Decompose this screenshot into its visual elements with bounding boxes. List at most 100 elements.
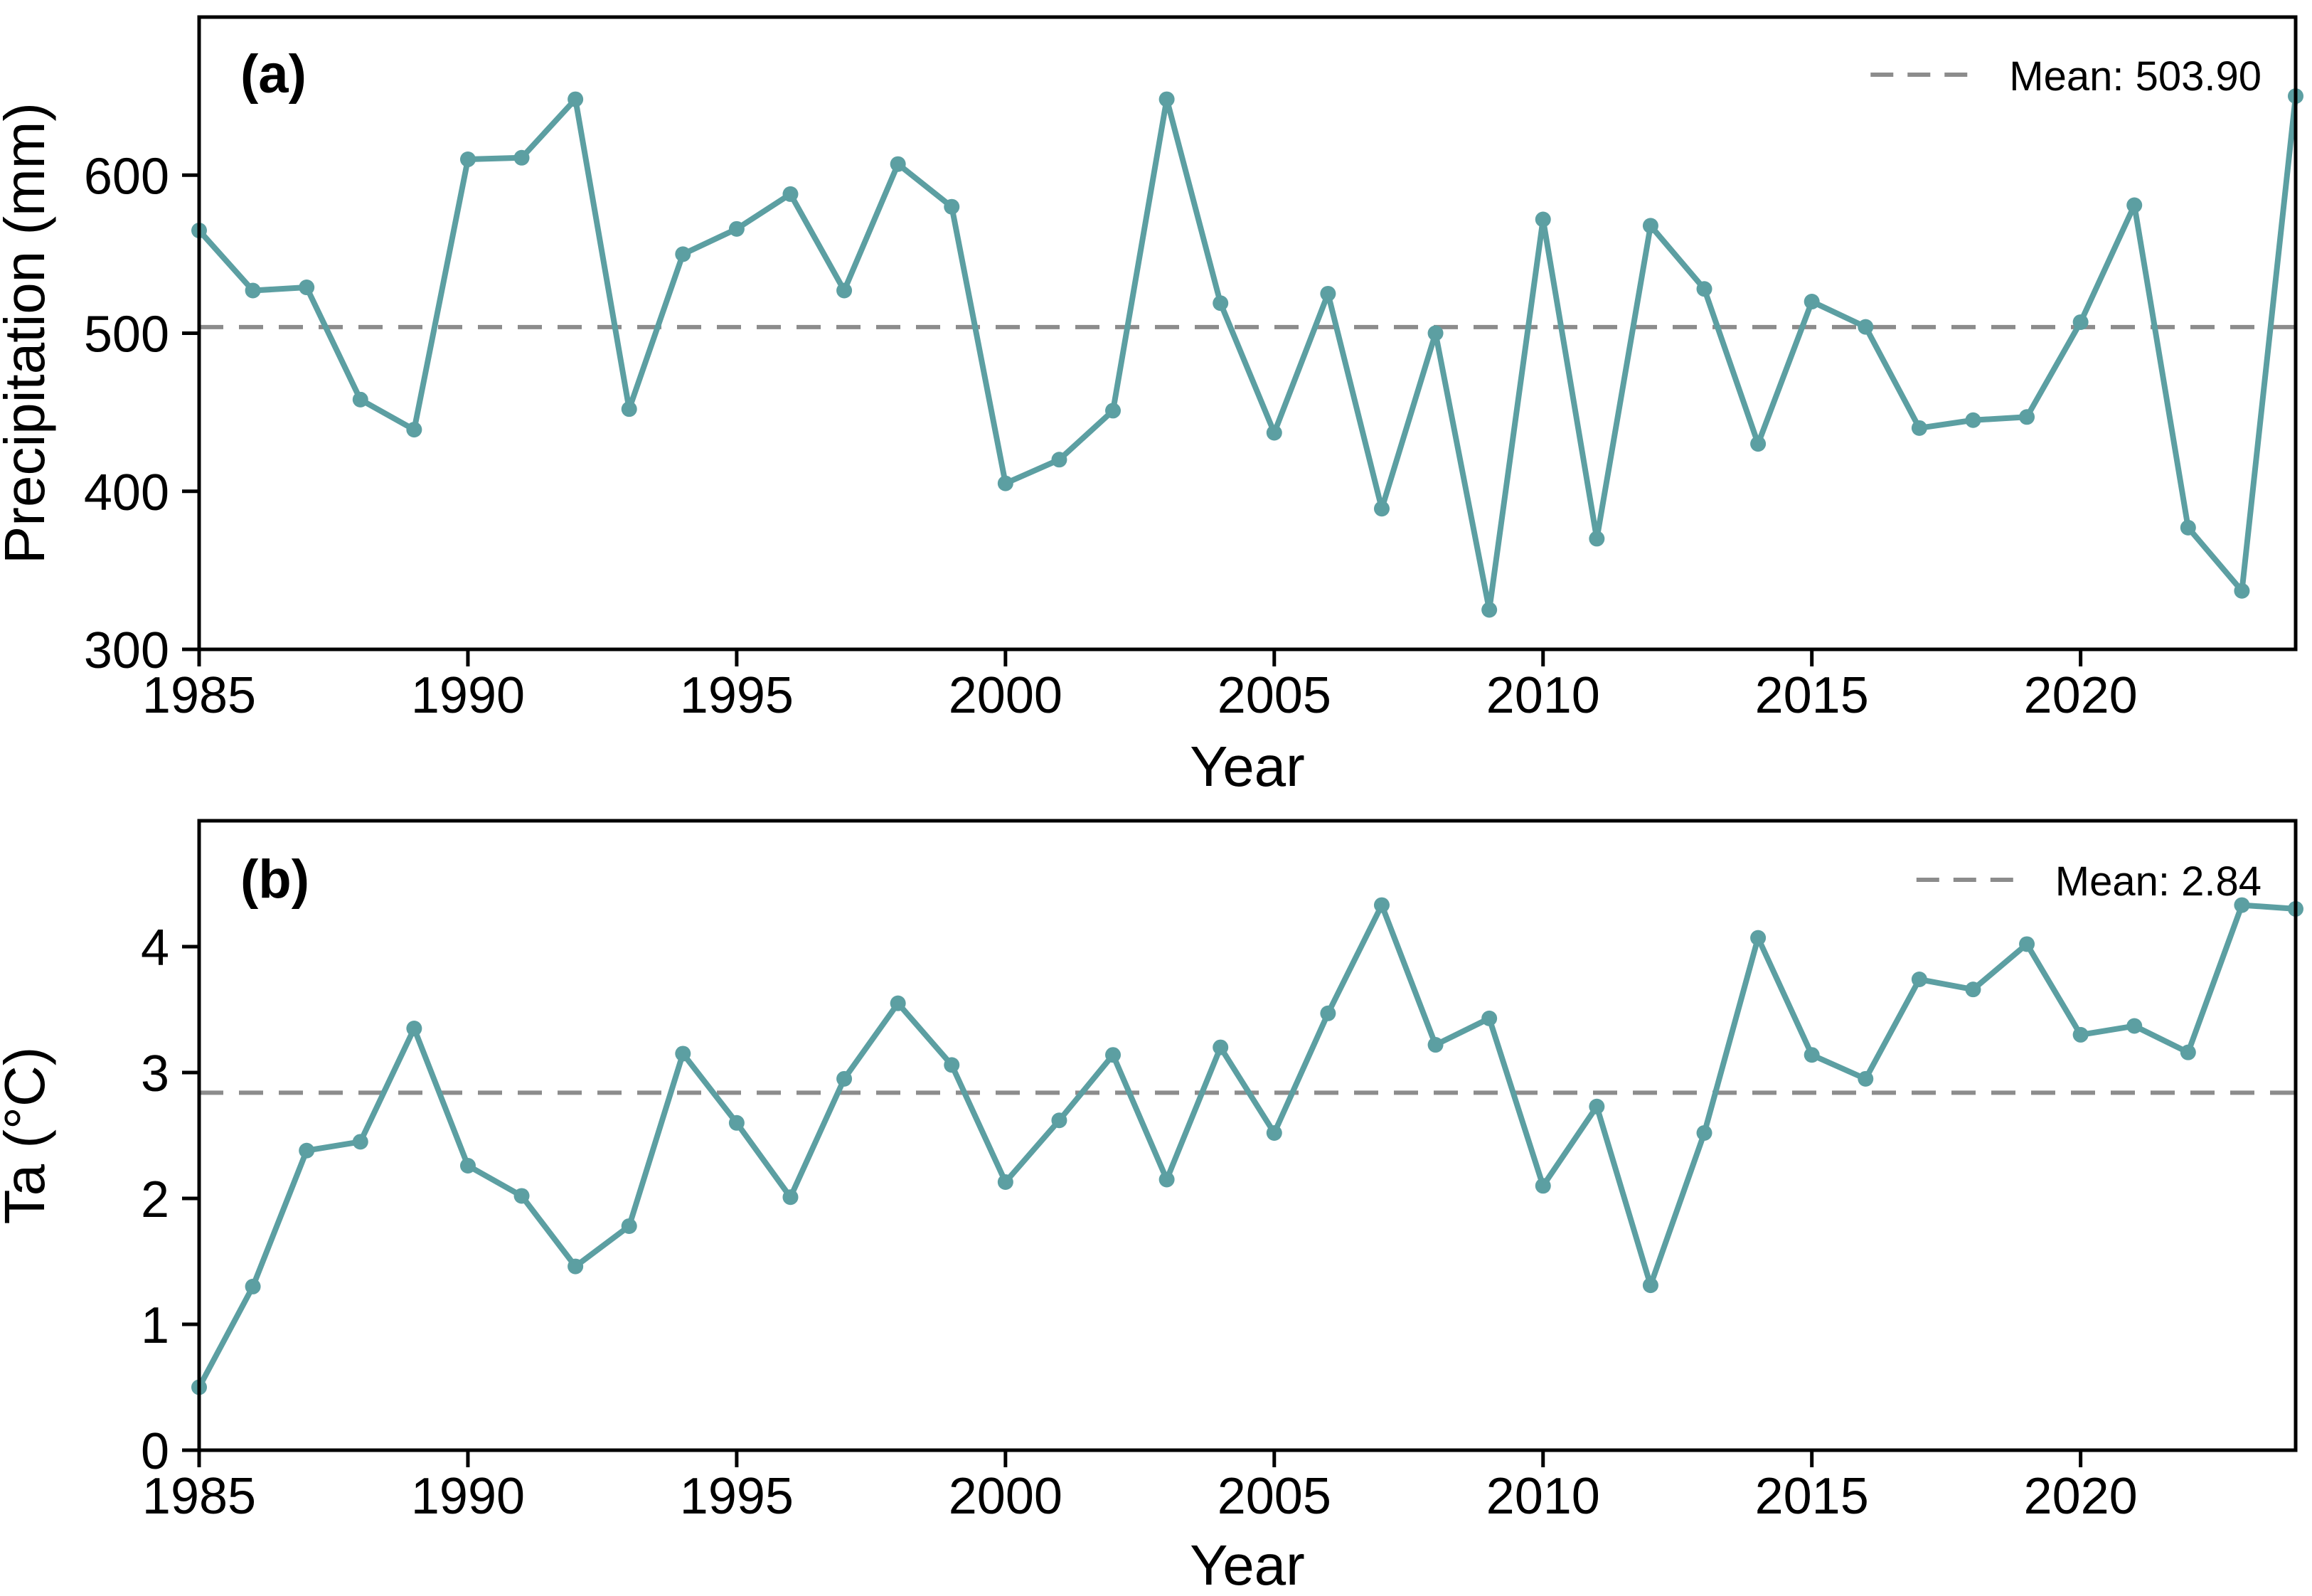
y-tick-label: 2 bbox=[141, 1171, 169, 1228]
data-point bbox=[1320, 285, 1336, 302]
data-point bbox=[1051, 452, 1067, 468]
data-point bbox=[245, 282, 261, 299]
data-point bbox=[836, 282, 853, 299]
x-tick-label: 2000 bbox=[949, 1468, 1062, 1525]
data-point bbox=[1804, 294, 1820, 310]
data-point bbox=[1266, 1124, 1282, 1141]
y-tick-label: 0 bbox=[141, 1423, 169, 1480]
x-axis-label: Year bbox=[1190, 1533, 1305, 1596]
data-point bbox=[782, 186, 799, 202]
y-tick-label: 400 bbox=[84, 464, 169, 521]
data-point bbox=[1642, 218, 1658, 234]
data-point bbox=[406, 1021, 422, 1037]
y-axis-label: Precipitation (mm) bbox=[0, 102, 56, 564]
x-tick-label: 2000 bbox=[949, 667, 1062, 724]
data-point bbox=[675, 246, 691, 262]
data-point bbox=[2072, 1026, 2089, 1043]
data-point bbox=[245, 1278, 261, 1294]
x-tick-label: 2010 bbox=[1486, 1468, 1600, 1525]
y-tick-label: 500 bbox=[84, 307, 169, 363]
x-tick-label: 2020 bbox=[2024, 1468, 2138, 1525]
x-tick-label: 2005 bbox=[1218, 1468, 1331, 1525]
data-point bbox=[1373, 897, 1390, 913]
x-tick-label: 2015 bbox=[1755, 667, 1869, 724]
data-point bbox=[1642, 1277, 1658, 1294]
chart-panel-a: 1985 1990 1995 2000 2005 2010 2015 2020 300 400 50… bbox=[0, 15, 2303, 798]
data-point bbox=[1105, 403, 1122, 419]
data-point bbox=[2126, 197, 2143, 213]
legend-label: Mean: 503.90 bbox=[2009, 53, 2262, 100]
data-point bbox=[406, 422, 422, 438]
data-point bbox=[1158, 91, 1175, 107]
data-point bbox=[1320, 1005, 1336, 1021]
data-point bbox=[1750, 436, 1767, 452]
data-point bbox=[1373, 501, 1390, 517]
data-point bbox=[890, 995, 906, 1011]
data-point bbox=[1481, 1010, 1498, 1026]
data-point bbox=[621, 1218, 637, 1234]
y-tick-label: 300 bbox=[84, 622, 169, 679]
data-line bbox=[196, 902, 2298, 1390]
data-point bbox=[1051, 1112, 1067, 1129]
data-point bbox=[1158, 1171, 1175, 1188]
data-point bbox=[459, 1157, 476, 1174]
x-tick-label: 2015 bbox=[1755, 1468, 1869, 1525]
data-point bbox=[1696, 1124, 1712, 1141]
data-point bbox=[1965, 412, 1981, 428]
legend-label: Mean: 2.84 bbox=[2055, 858, 2262, 905]
x-tick-label: 1995 bbox=[680, 667, 794, 724]
x-tick-label: 1985 bbox=[142, 1468, 256, 1525]
data-point bbox=[1535, 1178, 1551, 1194]
data-point bbox=[1858, 319, 1874, 335]
data-point bbox=[1213, 1039, 1229, 1055]
data-point bbox=[728, 220, 745, 237]
data-point bbox=[459, 151, 476, 168]
data-point bbox=[352, 1134, 368, 1150]
data-point bbox=[1696, 281, 1712, 297]
y-tick-label: 600 bbox=[84, 148, 169, 205]
chart-panel-b: 1985 1990 1995 2000 2005 2010 2015 2020 0 1 2 3 4 Yea… bbox=[0, 819, 2303, 1596]
data-point bbox=[890, 156, 906, 172]
data-point bbox=[2072, 314, 2089, 330]
data-point bbox=[1535, 211, 1551, 228]
data-point bbox=[352, 391, 368, 408]
data-point bbox=[1589, 531, 1605, 547]
y-tick-label: 4 bbox=[141, 920, 169, 977]
x-tick-label: 1995 bbox=[680, 1468, 794, 1525]
data-point bbox=[944, 1057, 960, 1073]
x-tick-label: 2005 bbox=[1218, 667, 1331, 724]
data-point bbox=[299, 280, 315, 296]
x-tick-label: 2010 bbox=[1486, 667, 1600, 724]
x-tick-label: 2020 bbox=[2024, 667, 2138, 724]
data-point bbox=[1589, 1098, 1605, 1114]
data-point bbox=[568, 91, 584, 107]
plot-frame bbox=[197, 819, 2298, 1452]
data-point bbox=[1804, 1047, 1820, 1063]
data-point bbox=[997, 1174, 1013, 1190]
data-point bbox=[1213, 295, 1229, 312]
data-point bbox=[1858, 1070, 1874, 1087]
data-point bbox=[2126, 1018, 2143, 1034]
data-point bbox=[1965, 981, 1981, 998]
data-point bbox=[1266, 425, 1282, 441]
x-tick-label: 1990 bbox=[411, 667, 525, 724]
data-point bbox=[1105, 1047, 1122, 1063]
data-point bbox=[1911, 972, 1927, 988]
data-line bbox=[196, 93, 2298, 613]
data-point bbox=[2234, 582, 2250, 599]
x-tick-label: 1990 bbox=[411, 1468, 525, 1525]
y-tick-label: 3 bbox=[141, 1046, 169, 1102]
data-point bbox=[2180, 1044, 2196, 1060]
data-point bbox=[997, 475, 1013, 491]
data-point bbox=[782, 1189, 799, 1206]
data-point bbox=[728, 1114, 745, 1131]
x-axis-label: Year bbox=[1190, 735, 1305, 798]
data-point bbox=[836, 1070, 853, 1087]
x-tick-label: 1985 bbox=[142, 667, 256, 724]
data-point bbox=[2019, 936, 2035, 952]
data-point bbox=[1427, 325, 1444, 341]
data-point bbox=[1427, 1037, 1444, 1053]
data-point bbox=[2180, 519, 2196, 536]
data-point bbox=[944, 198, 960, 215]
